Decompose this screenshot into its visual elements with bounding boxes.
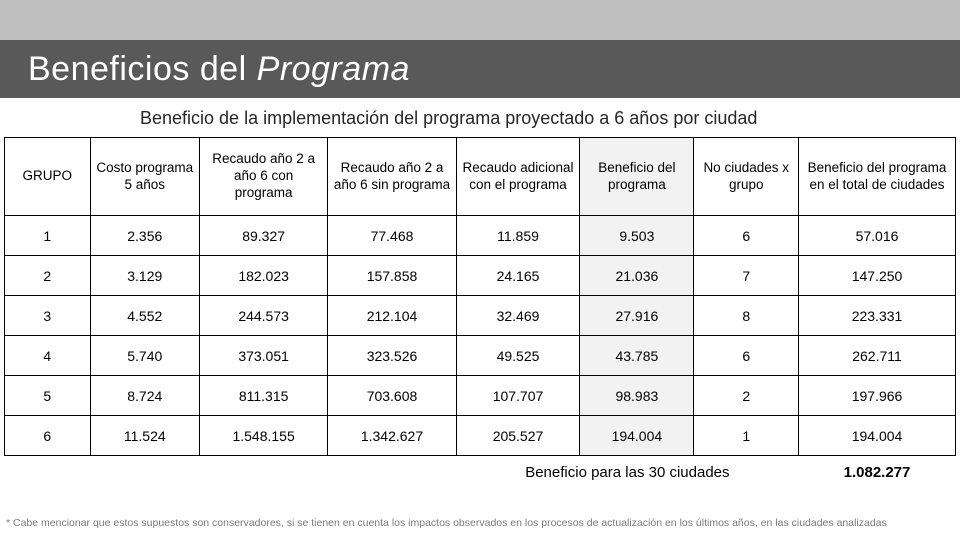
table-cell: 11.524 <box>90 416 199 456</box>
table-row: 58.724811.315703.608107.70798.9832197.96… <box>5 376 956 416</box>
col-header: Beneficio del programa <box>580 138 694 216</box>
table-cell: 6 <box>5 416 91 456</box>
col-header: Recaudo año 2 a año 6 sin programa <box>328 138 456 216</box>
table-cell: 244.573 <box>199 296 327 336</box>
col-header: Beneficio del programa en el total de ci… <box>799 138 956 216</box>
benefits-table: GRUPO Costo programa 5 años Recaudo año … <box>4 137 956 485</box>
table-cell: 9.503 <box>580 216 694 256</box>
table-cell: 7 <box>694 256 799 296</box>
table-cell: 77.468 <box>328 216 456 256</box>
table-cell: 6 <box>694 216 799 256</box>
col-header: Recaudo año 2 a año 6 con programa <box>199 138 327 216</box>
col-header: GRUPO <box>5 138 91 216</box>
table-cell: 8.724 <box>90 376 199 416</box>
table-cell: 194.004 <box>799 416 956 456</box>
table-cell: 373.051 <box>199 336 327 376</box>
table-cell: 89.327 <box>199 216 327 256</box>
title-band: Beneficios del Programa <box>0 40 960 98</box>
table-cell: 1.342.627 <box>328 416 456 456</box>
table-cell: 5 <box>5 376 91 416</box>
table-cell: 212.104 <box>328 296 456 336</box>
decorative-top-bar <box>0 0 960 40</box>
table-cell: 43.785 <box>580 336 694 376</box>
table-cell: 147.250 <box>799 256 956 296</box>
table-row: 45.740373.051323.52649.52543.7856262.711 <box>5 336 956 376</box>
table-body: 12.35689.32777.46811.8599.503657.01623.1… <box>5 216 956 456</box>
table-cell: 182.023 <box>199 256 327 296</box>
table-cell: 57.016 <box>799 216 956 256</box>
table-cell: 11.859 <box>456 216 580 256</box>
table-cell: 323.526 <box>328 336 456 376</box>
table-cell: 24.165 <box>456 256 580 296</box>
table-cell: 21.036 <box>580 256 694 296</box>
table-cell: 27.916 <box>580 296 694 336</box>
table-cell: 2 <box>694 376 799 416</box>
table-row: 23.129182.023157.85824.16521.0367147.250 <box>5 256 956 296</box>
table-cell: 197.966 <box>799 376 956 416</box>
table-cell: 262.711 <box>799 336 956 376</box>
table-cell: 6 <box>694 336 799 376</box>
table-cell: 194.004 <box>580 416 694 456</box>
table-cell: 1 <box>5 216 91 256</box>
footnote: * Cabe mencionar que estos supuestos son… <box>6 517 954 530</box>
table-cell: 2.356 <box>90 216 199 256</box>
subtitle: Beneficio de la implementación del progr… <box>140 108 960 129</box>
footer-label: Beneficio para las 30 ciudades <box>456 456 798 486</box>
table-cell: 3.129 <box>90 256 199 296</box>
table-cell: 1.548.155 <box>199 416 327 456</box>
table-cell: 223.331 <box>799 296 956 336</box>
table-footer: Beneficio para las 30 ciudades 1.082.277 <box>5 456 956 486</box>
table-cell: 3 <box>5 296 91 336</box>
title-italic: Programa <box>257 50 410 88</box>
table-cell: 811.315 <box>199 376 327 416</box>
title-plain: Beneficios del <box>28 50 257 88</box>
table-cell: 98.983 <box>580 376 694 416</box>
table-cell: 1 <box>694 416 799 456</box>
table-cell: 49.525 <box>456 336 580 376</box>
table-cell: 32.469 <box>456 296 580 336</box>
table-cell: 4.552 <box>90 296 199 336</box>
table-cell: 157.858 <box>328 256 456 296</box>
table-cell: 8 <box>694 296 799 336</box>
table-row: 34.552244.573212.10432.46927.9168223.331 <box>5 296 956 336</box>
table-cell: 107.707 <box>456 376 580 416</box>
table-cell: 2 <box>5 256 91 296</box>
table-cell: 703.608 <box>328 376 456 416</box>
col-header: No ciudades x grupo <box>694 138 799 216</box>
benefits-table-wrap: GRUPO Costo programa 5 años Recaudo año … <box>4 137 956 485</box>
footer-value: 1.082.277 <box>799 456 956 486</box>
table-cell: 5.740 <box>90 336 199 376</box>
table-cell: 205.527 <box>456 416 580 456</box>
col-header: Recaudo adicional con el programa <box>456 138 580 216</box>
page-title: Beneficios del Programa <box>28 50 410 89</box>
col-header: Costo programa 5 años <box>90 138 199 216</box>
table-row: 611.5241.548.1551.342.627205.527194.0041… <box>5 416 956 456</box>
table-header: GRUPO Costo programa 5 años Recaudo año … <box>5 138 956 216</box>
table-cell: 4 <box>5 336 91 376</box>
table-row: 12.35689.32777.46811.8599.503657.016 <box>5 216 956 256</box>
